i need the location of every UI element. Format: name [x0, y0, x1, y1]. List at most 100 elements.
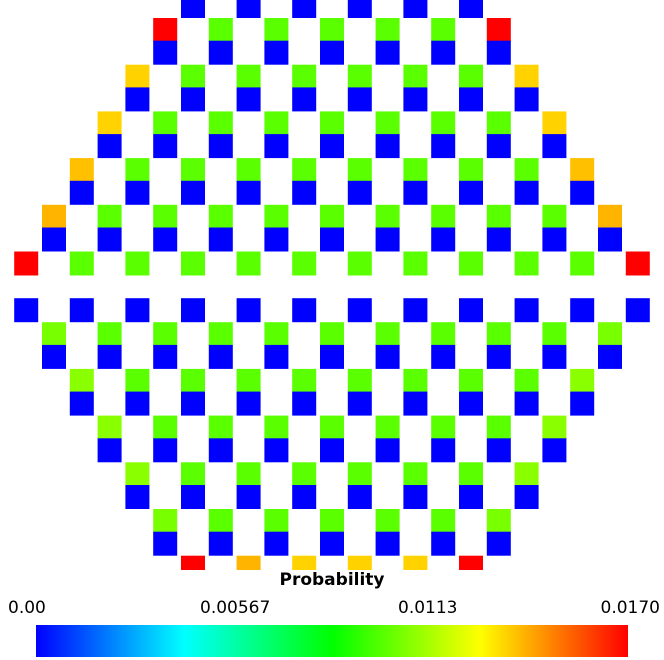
heatmap-cell	[459, 462, 483, 487]
heatmap-cell	[347, 0, 372, 18]
heatmap-plot	[14, 0, 650, 570]
heatmap-cell	[542, 111, 567, 136]
heatmap-cell	[320, 531, 344, 556]
heatmap-cell	[208, 18, 233, 42]
heatmap-cell	[97, 134, 122, 159]
heatmap-cell	[153, 18, 178, 42]
heatmap-cell	[542, 134, 567, 159]
heatmap-cell	[264, 344, 289, 369]
legend-tick-1: 0.00567	[200, 598, 271, 618]
heatmap-cell	[236, 180, 261, 205]
heatmap-cell	[97, 204, 122, 229]
heatmap-cell	[486, 415, 511, 440]
heatmap-cell	[375, 111, 400, 136]
heatmap-cell	[125, 87, 150, 112]
heatmap-cell	[459, 251, 483, 276]
heatmap-cell	[625, 298, 650, 323]
heatmap-cell	[459, 64, 483, 89]
heatmap-cell	[486, 344, 511, 369]
heatmap-cell	[69, 368, 94, 393]
heatmap-cell	[570, 180, 595, 205]
heatmap-cell	[459, 180, 483, 205]
heatmap-cell	[459, 87, 483, 112]
heatmap-cell	[514, 485, 539, 509]
heatmap-cell	[542, 344, 567, 369]
heatmap-cell	[347, 64, 372, 89]
heatmap-cell	[514, 251, 539, 276]
heatmap-cell	[181, 555, 205, 570]
heatmap-cell	[514, 298, 539, 323]
heatmap-cell	[459, 0, 483, 18]
heatmap-cell	[320, 322, 344, 347]
heatmap-cell	[181, 87, 205, 112]
heatmap-cell	[236, 391, 261, 416]
heatmap-cell	[208, 531, 233, 556]
heatmap-cell	[598, 344, 622, 369]
heatmap-cell	[181, 485, 205, 509]
heatmap-cell	[97, 111, 122, 136]
legend-title: Probability	[279, 570, 385, 590]
heatmap-cell	[403, 462, 428, 487]
colorbar-gradient	[36, 625, 628, 657]
heatmap-cell	[125, 298, 150, 323]
heatmap-cell	[431, 509, 456, 533]
heatmap-cell	[264, 322, 289, 347]
heatmap-cell	[347, 555, 372, 570]
heatmap-cell	[264, 204, 289, 229]
heatmap-cell	[320, 227, 344, 252]
heatmap-cell	[347, 158, 372, 183]
heatmap-cell	[375, 344, 400, 369]
heatmap-cell	[125, 158, 150, 183]
heatmap-cell	[403, 158, 428, 183]
heatmap-cell	[264, 18, 289, 42]
heatmap-cell	[264, 111, 289, 136]
heatmap-cell	[375, 438, 400, 463]
heatmap-cell	[375, 227, 400, 252]
heatmap-cell	[153, 438, 178, 463]
heatmap-cell	[292, 298, 317, 323]
heatmap-cell	[570, 391, 595, 416]
heatmap-cell	[431, 531, 456, 556]
heatmap-cell	[403, 555, 428, 570]
heatmap-cell	[69, 298, 94, 323]
heatmap-cell	[375, 509, 400, 533]
heatmap-cell	[292, 87, 317, 112]
heatmap-cell	[320, 509, 344, 533]
heatmap-cell	[431, 322, 456, 347]
heatmap-cell	[570, 158, 595, 183]
heatmap-cell	[542, 227, 567, 252]
heatmap-cell	[486, 227, 511, 252]
heatmap-cell	[125, 462, 150, 487]
heatmap-cell	[375, 18, 400, 42]
heatmap-cell	[514, 64, 539, 89]
legend-tick-max: 0.0170	[600, 598, 660, 618]
heatmap-cell	[236, 485, 261, 509]
heatmap-cell	[236, 298, 261, 323]
heatmap-cell	[403, 298, 428, 323]
heatmap-cell	[403, 180, 428, 205]
heatmap-cell	[153, 415, 178, 440]
heatmap-cell	[42, 204, 66, 229]
heatmap-cell	[292, 555, 317, 570]
heatmap-cell	[347, 462, 372, 487]
heatmap-cell	[598, 227, 622, 252]
heatmap-cell	[486, 509, 511, 533]
heatmap-cell	[264, 134, 289, 159]
heatmap-cell	[403, 0, 428, 18]
heatmap-cell	[320, 438, 344, 463]
heatmap-cell	[514, 391, 539, 416]
heatmap-cell	[375, 415, 400, 440]
heatmap-cell	[208, 111, 233, 136]
heatmap-cell	[125, 251, 150, 276]
heatmap-cell	[125, 368, 150, 393]
heatmap-cell	[42, 344, 66, 369]
heatmap-cell	[320, 344, 344, 369]
heatmap-cell	[69, 251, 94, 276]
heatmap-cell	[431, 204, 456, 229]
heatmap-cell	[208, 322, 233, 347]
heatmap-cell	[292, 368, 317, 393]
heatmap-cell	[403, 391, 428, 416]
heatmap-cell	[347, 298, 372, 323]
heatmap-cell	[431, 438, 456, 463]
colorbar	[36, 625, 628, 657]
